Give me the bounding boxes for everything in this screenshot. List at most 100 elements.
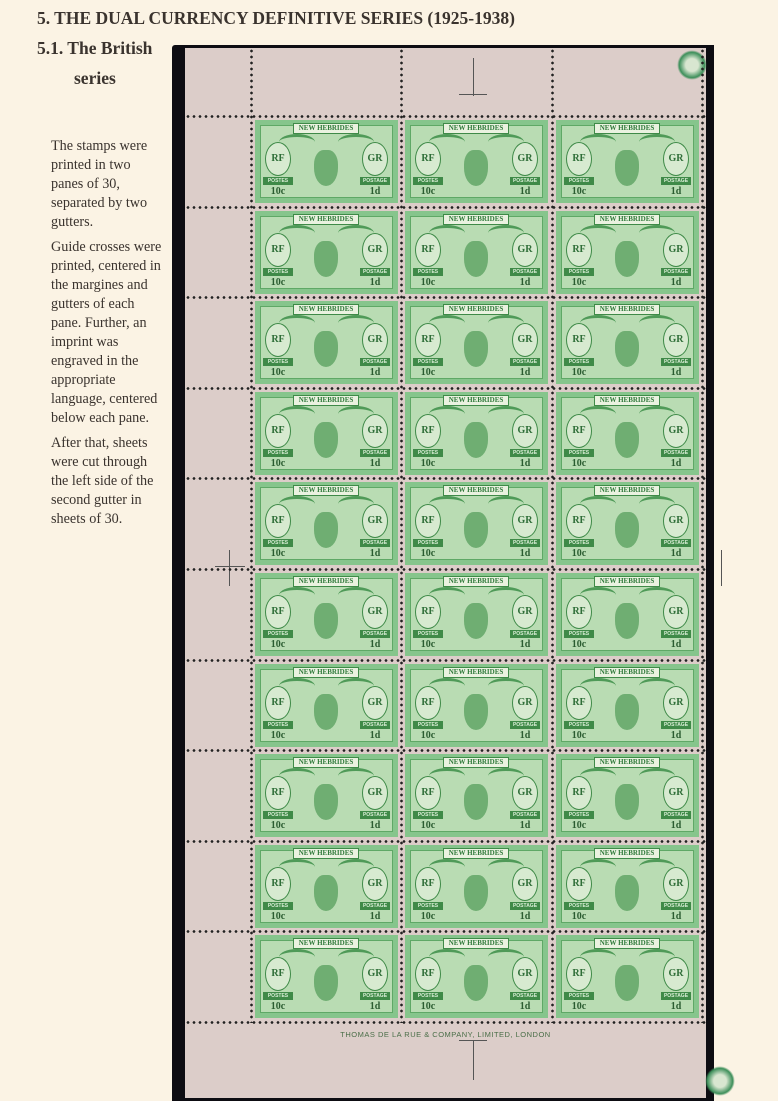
paragraph: After that, sheets were cut through the … [51, 435, 154, 527]
stamp: NEW HEBRIDES RF GR POSTES POSTAGE 10c 1d [255, 301, 398, 385]
value-right: 1d [670, 820, 682, 832]
stamp: NEW HEBRIDES RF GR POSTES POSTAGE 10c 1d [556, 573, 699, 656]
value-right: 1d [369, 276, 381, 288]
palm-tree [580, 315, 616, 331]
value-right: 1d [670, 457, 682, 469]
label-right: POSTAGE [661, 901, 691, 910]
label-right: POSTAGE [510, 358, 540, 367]
stamp: NEW HEBRIDES RF GR POSTES POSTAGE 10c 1d [405, 935, 548, 1019]
country-name: NEW HEBRIDES [293, 213, 359, 225]
label-right: POSTAGE [661, 720, 691, 729]
label-left: POSTES [413, 177, 443, 185]
value-right: 1d [369, 820, 381, 832]
value-right: 1d [519, 639, 531, 650]
perforation-row [185, 296, 706, 300]
perforation-column [250, 48, 253, 1023]
guide-cross [473, 1040, 474, 1080]
monogram-right: GR [512, 957, 538, 992]
idol-urn [615, 150, 639, 186]
label-left: POSTES [413, 448, 443, 457]
perforation-row [185, 749, 706, 753]
country-name: NEW HEBRIDES [594, 666, 660, 678]
country-name: NEW HEBRIDES [594, 304, 660, 316]
country-name: NEW HEBRIDES [293, 938, 359, 950]
palm-tree [429, 858, 465, 875]
country-name: NEW HEBRIDES [443, 666, 509, 678]
label-right: POSTAGE [510, 448, 540, 457]
label-right: POSTAGE [360, 177, 390, 185]
label-left: POSTES [413, 992, 443, 1001]
idol-urn [615, 784, 639, 821]
label-right: POSTAGE [360, 358, 390, 367]
palm-tree [279, 587, 315, 603]
perforation-row [185, 386, 706, 390]
monogram-left: RF [415, 142, 441, 176]
value-left: 10c [571, 548, 587, 560]
label-left: POSTES [413, 267, 443, 276]
idol-urn [314, 784, 338, 821]
monogram-left: RF [265, 142, 291, 176]
stamp: NEW HEBRIDES RF GR POSTES POSTAGE 10c 1d [556, 482, 699, 566]
idol-urn [314, 965, 338, 1002]
idol-urn [314, 150, 338, 186]
stamp-sheet: THOMAS DE LA RUE & COMPANY, LIMITED, LON… [185, 48, 735, 1098]
palm-tree [429, 315, 465, 331]
label-left: POSTES [564, 177, 594, 185]
value-right: 1d [670, 186, 682, 197]
palm-tree [338, 134, 374, 150]
value-left: 10c [270, 820, 286, 832]
palm-tree [580, 949, 616, 965]
monogram-right: GR [362, 323, 388, 358]
monogram-left: RF [415, 232, 441, 267]
value-right: 1d [670, 367, 682, 379]
palm-tree [580, 496, 616, 512]
palm-tree [639, 224, 675, 241]
monogram-right: GR [663, 323, 689, 358]
monogram-left: RF [265, 957, 291, 992]
value-left: 10c [571, 639, 587, 650]
label-right: POSTAGE [510, 811, 540, 820]
monogram-right: GR [663, 957, 689, 992]
label-right: POSTAGE [360, 448, 390, 457]
monogram-right: GR [362, 957, 388, 992]
value-left: 10c [420, 729, 436, 741]
palm-tree [429, 224, 465, 241]
value-left: 10c [270, 457, 286, 469]
palm-tree [279, 224, 315, 241]
monogram-right: GR [663, 504, 689, 539]
label-right: POSTAGE [360, 720, 390, 729]
country-name: NEW HEBRIDES [594, 576, 660, 587]
value-left: 10c [270, 367, 286, 379]
perforation-row [185, 1021, 706, 1024]
value-left: 10c [420, 1001, 436, 1013]
label-right: POSTAGE [661, 177, 691, 185]
value-right: 1d [519, 729, 531, 741]
palm-tree [429, 134, 465, 150]
perforation-column [551, 48, 554, 1023]
palm-tree [488, 677, 524, 694]
monogram-right: GR [512, 142, 538, 176]
monogram-left: RF [566, 142, 592, 176]
description-text: The stamps were printed in two panes of … [51, 137, 163, 535]
label-left: POSTES [564, 630, 594, 638]
stamp: NEW HEBRIDES RF GR POSTES POSTAGE 10c 1d [255, 754, 398, 838]
guide-cross [459, 1040, 487, 1041]
idol-urn [464, 874, 488, 911]
perforation-row [185, 658, 706, 662]
idol-urn [314, 421, 338, 458]
idol-urn [464, 784, 488, 821]
value-left: 10c [420, 548, 436, 560]
value-right: 1d [369, 367, 381, 379]
monogram-left: RF [566, 595, 592, 629]
value-left: 10c [420, 276, 436, 288]
value-right: 1d [670, 639, 682, 650]
palm-tree [488, 224, 524, 241]
palm-tree [639, 405, 675, 422]
guide-cross [215, 566, 245, 567]
palm-tree [639, 134, 675, 150]
monogram-right: GR [362, 504, 388, 539]
monogram-left: RF [415, 323, 441, 358]
value-left: 10c [420, 910, 436, 922]
label-right: POSTAGE [510, 901, 540, 910]
value-left: 10c [571, 820, 587, 832]
